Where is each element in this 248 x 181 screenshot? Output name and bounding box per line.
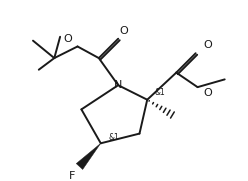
- Text: O: O: [203, 88, 212, 98]
- Text: O: O: [120, 26, 128, 36]
- Text: &1: &1: [109, 133, 119, 142]
- Text: N: N: [114, 80, 122, 90]
- Text: O: O: [63, 34, 72, 44]
- Text: F: F: [68, 171, 75, 181]
- Polygon shape: [76, 143, 101, 169]
- Text: O: O: [203, 39, 212, 50]
- Text: &1: &1: [155, 89, 166, 97]
